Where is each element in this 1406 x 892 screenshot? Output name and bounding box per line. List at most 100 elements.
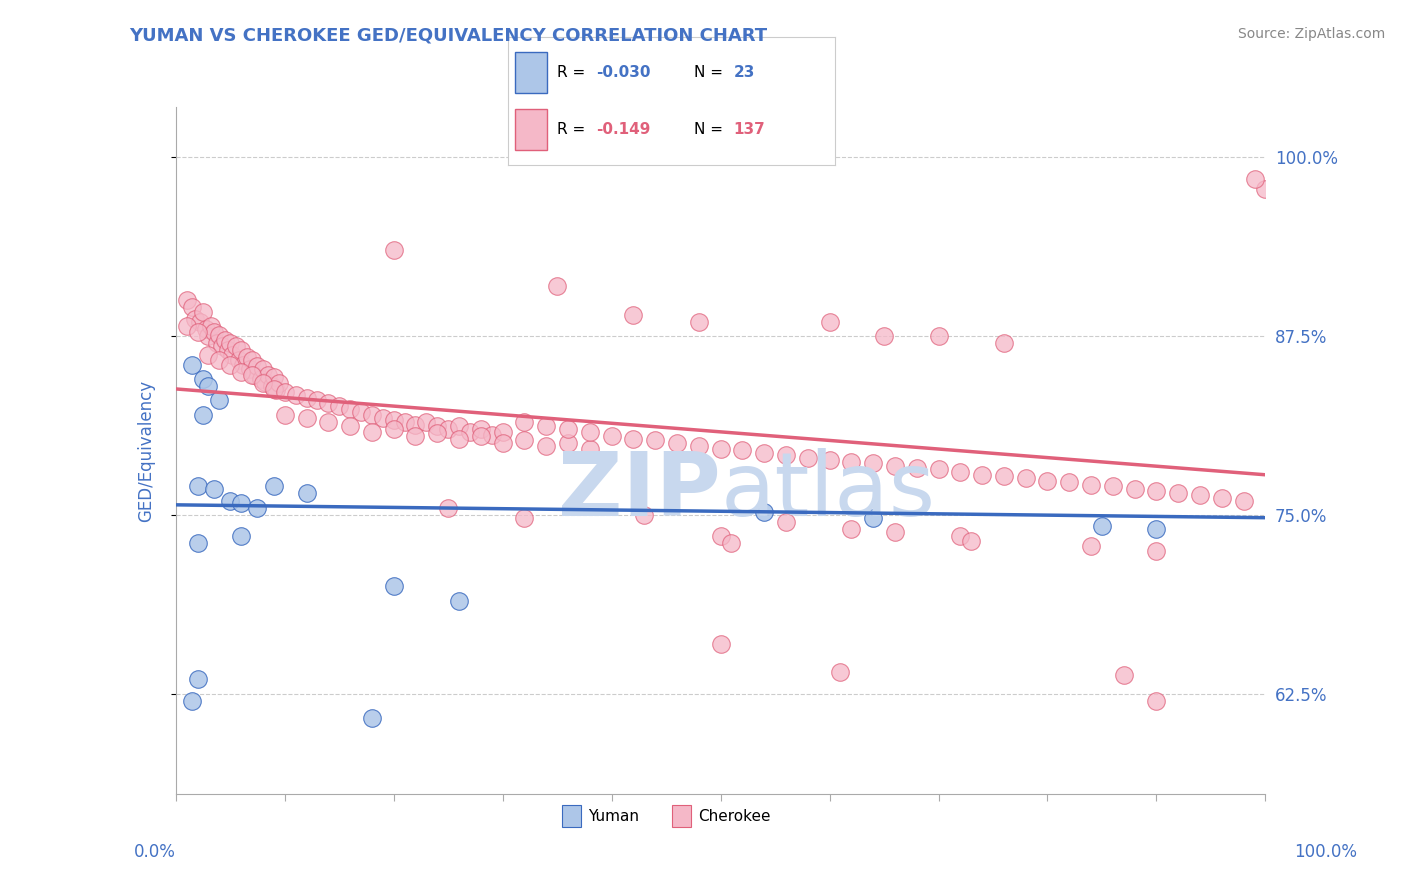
Point (470, 422, 492, 436)
Point (754, 505, 776, 519)
Point (208, 327, 231, 342)
Point (710, 442, 733, 456)
Point (1102, 479, 1125, 493)
Point (1080, 477, 1102, 491)
Point (263, 370, 285, 384)
Point (862, 510, 884, 524)
FancyBboxPatch shape (672, 805, 692, 827)
Text: Cherokee: Cherokee (699, 809, 770, 823)
Point (382, 413, 405, 427)
Point (191, 372, 214, 386)
Point (492, 436, 515, 450)
Point (197, 379, 219, 393)
Point (1189, 488, 1212, 502)
Point (830, 665, 852, 680)
Point (688, 439, 710, 453)
Text: N =: N = (695, 65, 728, 80)
Point (458, 425, 481, 439)
Point (1144, 543, 1167, 558)
Point (862, 456, 884, 470)
Point (1015, 470, 1038, 484)
Point (579, 425, 602, 439)
Point (993, 336, 1015, 351)
Point (949, 465, 972, 479)
Point (1167, 486, 1189, 500)
Text: 23: 23 (734, 65, 755, 80)
Text: atlas: atlas (721, 448, 936, 535)
Point (644, 434, 666, 448)
Point (195, 322, 218, 336)
Point (928, 462, 950, 476)
Point (873, 329, 896, 343)
Point (688, 315, 710, 329)
Point (219, 336, 242, 351)
Point (257, 368, 280, 382)
Point (621, 432, 644, 446)
Point (186, 536, 209, 550)
FancyBboxPatch shape (515, 109, 547, 150)
Point (960, 533, 983, 548)
Point (269, 376, 291, 391)
FancyBboxPatch shape (515, 53, 547, 94)
Point (754, 446, 776, 460)
Point (231, 496, 253, 510)
Text: -0.030: -0.030 (596, 65, 651, 80)
Point (339, 401, 361, 416)
Point (295, 486, 318, 500)
Point (513, 415, 536, 429)
Point (186, 325, 209, 339)
Point (534, 419, 557, 434)
Text: R =: R = (557, 122, 591, 137)
Point (295, 391, 318, 405)
Point (415, 415, 437, 429)
Point (191, 408, 214, 422)
Point (360, 425, 382, 439)
Point (579, 442, 602, 456)
Point (447, 419, 470, 434)
Point (232, 358, 254, 372)
Point (360, 711, 382, 725)
Point (186, 479, 209, 493)
Point (225, 339, 247, 353)
Point (546, 279, 568, 293)
Point (200, 318, 222, 333)
Point (181, 694, 204, 708)
Point (534, 439, 557, 453)
Point (197, 348, 219, 362)
Point (405, 429, 427, 443)
Point (841, 455, 863, 469)
Text: Yuman: Yuman (588, 809, 640, 823)
Point (970, 467, 993, 482)
Point (254, 375, 277, 389)
Point (191, 304, 214, 318)
Point (208, 353, 231, 368)
Point (1144, 522, 1167, 536)
Point (710, 529, 733, 543)
Point (470, 429, 492, 443)
Point (197, 329, 219, 343)
Point (394, 415, 416, 429)
Point (205, 336, 228, 351)
Point (339, 419, 361, 434)
FancyBboxPatch shape (562, 805, 581, 827)
Point (208, 393, 231, 408)
Point (249, 372, 271, 386)
Point (1144, 694, 1167, 708)
Point (214, 333, 236, 347)
Point (260, 379, 283, 393)
Point (405, 417, 427, 432)
Point (382, 243, 405, 257)
Text: R =: R = (557, 65, 591, 80)
Text: N =: N = (695, 122, 728, 137)
Point (263, 479, 285, 493)
Point (186, 673, 209, 687)
Point (219, 493, 242, 508)
Point (949, 529, 972, 543)
Point (884, 524, 907, 539)
Point (264, 384, 287, 398)
Point (350, 405, 373, 419)
Point (426, 419, 449, 434)
Point (235, 351, 257, 365)
Point (202, 482, 225, 496)
Point (307, 393, 329, 408)
